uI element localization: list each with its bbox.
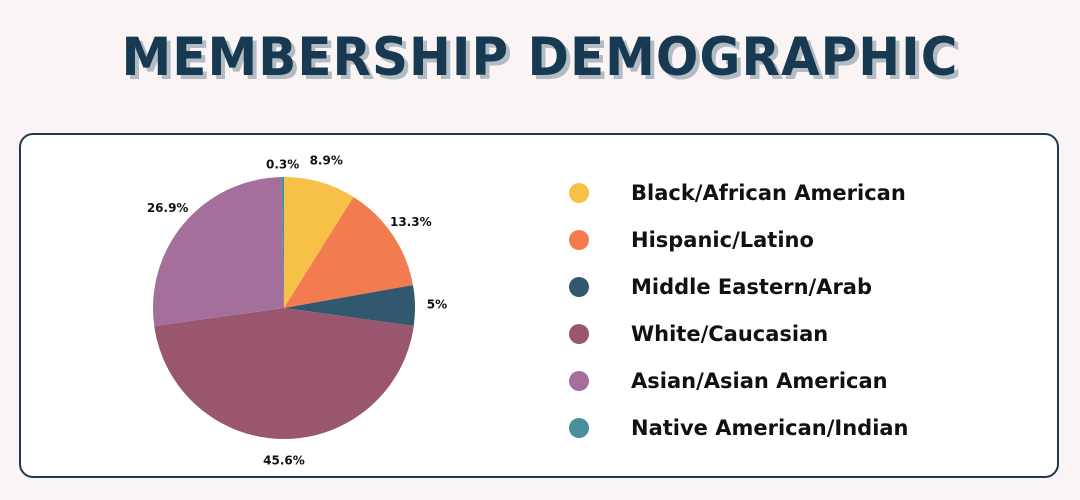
chart-card: 8.9% 13.3% 5% 45.6% 26.9% 0.3% Black/African …: [19, 133, 1059, 478]
pie-slice-native-american-indian: [281, 177, 284, 308]
legend-label: Hispanic/Latino: [631, 227, 814, 252]
data-label-asian-asian-american: 26.9%: [147, 201, 189, 215]
chart-title: Membership Demographic: [121, 26, 959, 88]
legend-swatch: [569, 182, 589, 203]
pie-slice-black-african-american: [284, 177, 354, 308]
legend-label: Black/African American: [631, 180, 906, 205]
legend-item-asian-asian-american: Asian/Asian American: [569, 357, 909, 404]
legend-item-middle-eastern-arab: Middle Eastern/Arab: [569, 263, 909, 310]
legend-swatch: [569, 229, 589, 250]
pie-slice-middle-eastern-arab: [284, 285, 415, 327]
legend-swatch: [569, 323, 589, 344]
legend-item-hispanic-latino: Hispanic/Latino: [569, 216, 909, 263]
data-label-black-african-american: 8.9%: [310, 153, 343, 167]
legend-label: Asian/Asian American: [631, 368, 888, 393]
legend-label: White/Caucasian: [631, 321, 829, 346]
data-label-native-american-indian: 0.3%: [266, 158, 299, 172]
data-label-hispanic-latino: 13.3%: [390, 215, 432, 229]
legend-item-black-african-american: Black/African American: [569, 169, 909, 216]
legend-swatch: [569, 370, 589, 391]
legend-item-white-caucasian: White/Caucasian: [569, 310, 909, 357]
data-label-white-caucasian: 45.6%: [263, 454, 305, 468]
pie-slice-white-caucasian: [154, 308, 414, 439]
pie-slice-hispanic-latino: [284, 196, 413, 308]
legend-label: Middle Eastern/Arab: [631, 274, 872, 299]
pie-slice-asian-asian-american: [153, 177, 284, 327]
pie-chart: 8.9% 13.3% 5% 45.6% 26.9% 0.3%: [147, 153, 447, 468]
data-label-middle-eastern-arab: 5%: [427, 298, 447, 312]
legend-item-native-american-indian: Native American/Indian: [569, 404, 909, 451]
legend-swatch: [569, 276, 589, 297]
legend-swatch: [569, 417, 589, 438]
legend-label: Native American/Indian: [631, 415, 909, 440]
chart-legend: Black/African American Hispanic/Latino Mid…: [569, 169, 909, 451]
